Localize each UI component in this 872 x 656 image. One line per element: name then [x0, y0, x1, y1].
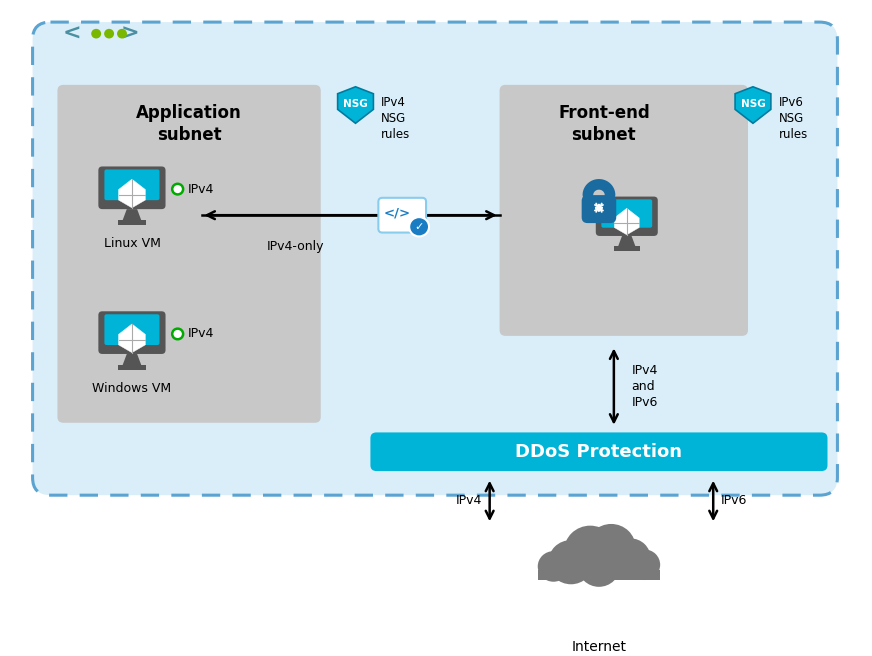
Text: IPv6
NSG
rules: IPv6 NSG rules	[779, 96, 808, 142]
FancyBboxPatch shape	[378, 198, 426, 233]
Text: NSG: NSG	[344, 99, 368, 109]
Text: Linux VM: Linux VM	[104, 237, 160, 251]
FancyBboxPatch shape	[500, 85, 748, 336]
Polygon shape	[337, 87, 373, 123]
Circle shape	[578, 546, 620, 587]
Polygon shape	[119, 324, 146, 353]
FancyBboxPatch shape	[99, 167, 166, 209]
FancyBboxPatch shape	[105, 169, 160, 200]
Text: IPv4
NSG
rules: IPv4 NSG rules	[381, 96, 411, 142]
FancyBboxPatch shape	[371, 432, 828, 471]
Circle shape	[548, 540, 594, 584]
Polygon shape	[123, 209, 141, 220]
Circle shape	[538, 551, 569, 582]
Polygon shape	[735, 87, 771, 123]
Text: <: <	[63, 24, 82, 44]
Circle shape	[104, 29, 114, 39]
Text: NSG: NSG	[740, 99, 766, 109]
Circle shape	[629, 550, 660, 580]
Circle shape	[172, 329, 183, 339]
Circle shape	[564, 525, 617, 577]
Polygon shape	[119, 179, 146, 208]
Text: Internet: Internet	[571, 640, 626, 654]
FancyBboxPatch shape	[596, 197, 657, 236]
FancyBboxPatch shape	[602, 199, 652, 228]
Text: >: >	[120, 24, 140, 44]
FancyBboxPatch shape	[58, 85, 321, 422]
Circle shape	[117, 29, 127, 39]
FancyBboxPatch shape	[105, 314, 160, 345]
FancyBboxPatch shape	[582, 195, 617, 223]
FancyBboxPatch shape	[99, 312, 166, 354]
Circle shape	[587, 524, 636, 571]
Circle shape	[409, 217, 429, 236]
Text: IPv4: IPv4	[187, 327, 214, 340]
Text: </>: </>	[384, 207, 411, 220]
Text: IPv4
and
IPv6: IPv4 and IPv6	[631, 364, 658, 409]
Text: DDoS Protection: DDoS Protection	[515, 443, 683, 461]
Text: IPv4-only: IPv4-only	[267, 240, 324, 253]
Text: ✓: ✓	[414, 222, 424, 232]
Circle shape	[92, 29, 101, 39]
Text: IPv4: IPv4	[187, 182, 214, 195]
Polygon shape	[615, 208, 639, 235]
Text: Windows VM: Windows VM	[92, 382, 172, 395]
Text: Application
subnet: Application subnet	[136, 104, 242, 144]
Polygon shape	[118, 220, 146, 225]
Circle shape	[610, 539, 651, 577]
Polygon shape	[618, 236, 636, 246]
Polygon shape	[538, 570, 660, 580]
Polygon shape	[123, 354, 141, 365]
Text: IPv6: IPv6	[721, 495, 747, 508]
Circle shape	[172, 184, 183, 194]
Text: Front-end
subnet: Front-end subnet	[558, 104, 650, 144]
FancyBboxPatch shape	[32, 22, 837, 495]
Polygon shape	[118, 365, 146, 370]
Text: IPv4: IPv4	[455, 495, 481, 508]
Polygon shape	[614, 246, 640, 251]
